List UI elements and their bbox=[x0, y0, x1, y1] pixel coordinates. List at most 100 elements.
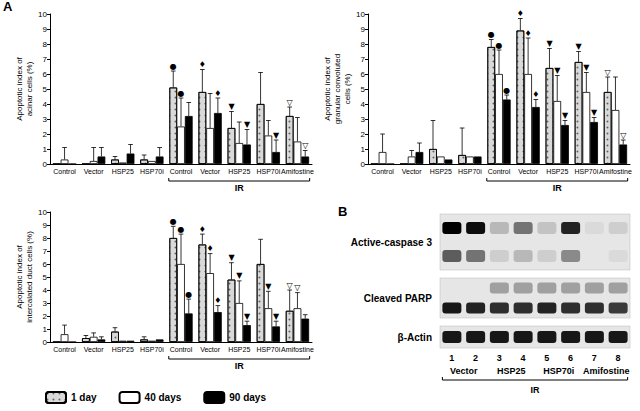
svg-text:6: 6 bbox=[361, 70, 366, 79]
svg-text:5: 5 bbox=[361, 85, 366, 94]
svg-text:♦: ♦ bbox=[214, 296, 221, 305]
svg-text:cells (%): cells (%) bbox=[343, 73, 352, 104]
svg-text:HSP70i: HSP70i bbox=[256, 346, 280, 353]
svg-text:8: 8 bbox=[43, 40, 48, 49]
svg-text:10: 10 bbox=[38, 10, 47, 19]
svg-text:9: 9 bbox=[43, 221, 48, 230]
svg-text:♦: ♦ bbox=[214, 89, 221, 98]
svg-text:Vector: Vector bbox=[200, 168, 221, 175]
svg-text:8: 8 bbox=[361, 40, 366, 49]
svg-text:9: 9 bbox=[361, 25, 366, 34]
svg-text:▼: ▼ bbox=[562, 111, 569, 120]
svg-text:0: 0 bbox=[43, 160, 48, 169]
svg-text:Control: Control bbox=[53, 346, 76, 353]
svg-text:1: 1 bbox=[449, 353, 454, 363]
svg-text:2: 2 bbox=[473, 353, 478, 363]
svg-text:1: 1 bbox=[43, 145, 48, 154]
svg-text:♦: ♦ bbox=[517, 9, 524, 18]
svg-text:3: 3 bbox=[497, 353, 502, 363]
svg-text:3: 3 bbox=[361, 115, 366, 124]
svg-text:Vector: Vector bbox=[450, 366, 478, 376]
svg-text:▼: ▼ bbox=[575, 42, 582, 51]
svg-text:6: 6 bbox=[568, 353, 573, 363]
svg-text:0: 0 bbox=[361, 160, 366, 169]
svg-text:♦: ♦ bbox=[199, 225, 206, 234]
svg-text:4: 4 bbox=[43, 286, 48, 295]
svg-text:IR: IR bbox=[553, 183, 563, 193]
svg-text:1: 1 bbox=[361, 145, 366, 154]
svg-text:▽: ▽ bbox=[287, 98, 294, 107]
svg-text:1 day: 1 day bbox=[71, 392, 97, 403]
svg-text:HSP25: HSP25 bbox=[112, 346, 134, 353]
svg-text:Control: Control bbox=[170, 168, 193, 175]
svg-text:▼: ▼ bbox=[546, 39, 553, 48]
svg-text:▼: ▼ bbox=[273, 312, 280, 321]
svg-text:▽: ▽ bbox=[605, 68, 612, 77]
svg-text:8: 8 bbox=[616, 353, 621, 363]
svg-text:HSP25: HSP25 bbox=[112, 168, 134, 175]
svg-text:HSP70i: HSP70i bbox=[140, 346, 164, 353]
svg-text:granular convoluted: granular convoluted bbox=[333, 54, 342, 124]
svg-text:HSP25: HSP25 bbox=[228, 168, 250, 175]
svg-text:Amifostine: Amifostine bbox=[599, 168, 632, 175]
svg-text:2: 2 bbox=[361, 130, 366, 139]
svg-text:HSP70i: HSP70i bbox=[458, 168, 482, 175]
svg-text:7: 7 bbox=[43, 55, 48, 64]
svg-text:Vector: Vector bbox=[402, 168, 423, 175]
svg-text:4: 4 bbox=[43, 100, 48, 109]
svg-text:Vector: Vector bbox=[84, 168, 105, 175]
svg-text:7: 7 bbox=[43, 247, 48, 256]
svg-text:Cleaved PARP: Cleaved PARP bbox=[364, 293, 433, 304]
svg-text:Active-caspase 3: Active-caspase 3 bbox=[351, 237, 433, 248]
svg-text:●: ● bbox=[488, 30, 495, 39]
svg-text:▽: ▽ bbox=[302, 141, 309, 150]
svg-text:2: 2 bbox=[43, 312, 48, 321]
svg-text:1: 1 bbox=[43, 325, 48, 334]
svg-text:intercalated duct cells (%): intercalated duct cells (%) bbox=[25, 231, 34, 323]
svg-text:HSP25: HSP25 bbox=[228, 346, 250, 353]
svg-text:5: 5 bbox=[43, 273, 48, 282]
svg-text:Vector: Vector bbox=[84, 346, 105, 353]
svg-text:♦: ♦ bbox=[199, 60, 206, 69]
svg-text:Amifostine: Amifostine bbox=[281, 346, 314, 353]
svg-text:8: 8 bbox=[43, 234, 48, 243]
svg-text:▽: ▽ bbox=[294, 283, 301, 292]
svg-text:Amifostine: Amifostine bbox=[583, 366, 630, 376]
svg-text:▼: ▼ bbox=[236, 271, 243, 280]
svg-text:Apoptotic index of: Apoptotic index of bbox=[323, 56, 332, 120]
svg-text:♦: ♦ bbox=[525, 29, 532, 38]
svg-text:2: 2 bbox=[43, 130, 48, 139]
svg-text:10: 10 bbox=[356, 10, 365, 19]
svg-text:HSP70i: HSP70i bbox=[140, 168, 164, 175]
svg-text:●: ● bbox=[178, 225, 185, 234]
svg-text:Control: Control bbox=[488, 168, 511, 175]
svg-text:▼: ▼ bbox=[583, 63, 590, 72]
svg-text:B: B bbox=[338, 204, 347, 219]
svg-text:5: 5 bbox=[544, 353, 549, 363]
svg-text:acinar cells (%): acinar cells (%) bbox=[25, 61, 34, 116]
svg-text:Apoptotic index of: Apoptotic index of bbox=[15, 56, 24, 120]
svg-text:▼: ▼ bbox=[273, 131, 280, 140]
svg-text:A: A bbox=[3, 0, 13, 14]
svg-text:IR: IR bbox=[235, 183, 245, 193]
svg-text:●: ● bbox=[178, 89, 185, 98]
svg-text:Amifostine: Amifostine bbox=[281, 168, 314, 175]
svg-text:9: 9 bbox=[43, 25, 48, 34]
svg-text:▼: ▼ bbox=[244, 120, 251, 129]
svg-text:Vector: Vector bbox=[200, 346, 221, 353]
svg-text:4: 4 bbox=[361, 100, 366, 109]
svg-text:▼: ▼ bbox=[554, 66, 561, 75]
svg-text:Control: Control bbox=[170, 346, 193, 353]
svg-text:40 days: 40 days bbox=[145, 392, 182, 403]
svg-text:5: 5 bbox=[43, 85, 48, 94]
svg-text:6: 6 bbox=[43, 70, 48, 79]
svg-text:HSP25: HSP25 bbox=[497, 366, 526, 376]
svg-text:7: 7 bbox=[361, 55, 366, 64]
svg-text:▼: ▼ bbox=[591, 108, 598, 117]
svg-text:▼: ▼ bbox=[228, 253, 235, 262]
svg-text:Vector: Vector bbox=[518, 168, 539, 175]
svg-text:IR: IR bbox=[531, 385, 541, 395]
svg-text:4: 4 bbox=[521, 353, 526, 363]
svg-text:β-Actin: β-Actin bbox=[398, 332, 432, 343]
svg-text:Apoptotic index of: Apoptotic index of bbox=[15, 244, 24, 308]
